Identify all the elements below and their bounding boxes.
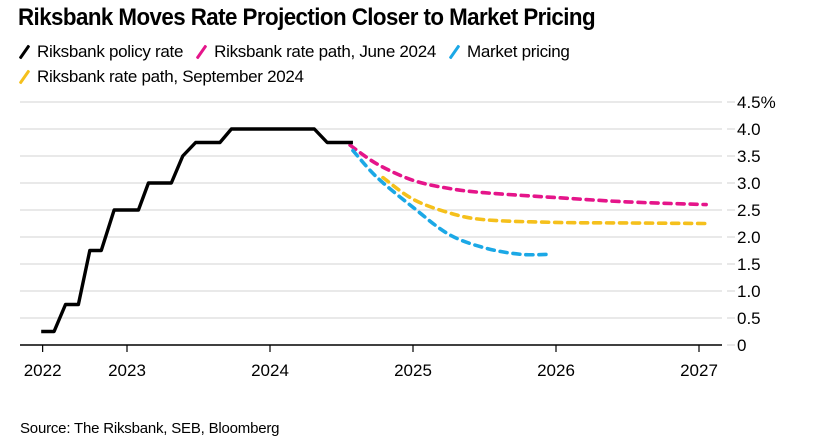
legend-label: Riksbank rate path, June 2024 bbox=[214, 41, 437, 61]
x-tick-label: 2027 bbox=[680, 361, 718, 380]
x-tick-label: 2024 bbox=[251, 361, 289, 380]
y-tick-label: 4.0 bbox=[737, 120, 761, 139]
y-tick-label: 4.5% bbox=[737, 93, 776, 112]
legend-item-market-pricing: Market pricing bbox=[450, 42, 570, 62]
legend: Riksbank policy rate Riksbank rate path,… bbox=[20, 39, 720, 89]
legend-item-september-path: Riksbank rate path, September 2024 bbox=[20, 67, 304, 87]
legend-item-june-path: Riksbank rate path, June 2024 bbox=[197, 42, 436, 62]
x-tick-label: 2023 bbox=[108, 361, 146, 380]
x-tick-label: 2026 bbox=[537, 361, 575, 380]
y-axis: 0 0.5 1.0 1.5 2.0 2.5 3.0 3.5 4.0 4.5% bbox=[727, 93, 776, 355]
legend-label: Market pricing bbox=[467, 41, 570, 61]
legend-row: Riksbank rate path, September 2024 bbox=[20, 64, 720, 89]
x-axis: 2022 2023 2024 2025 2026 2027 bbox=[20, 344, 722, 380]
y-tick-label: 1.5 bbox=[737, 255, 761, 274]
series-line-riksbank-policy-rate bbox=[41, 127, 353, 334]
x-tick-label: 2022 bbox=[24, 361, 62, 380]
legend-label: Riksbank rate path, September 2024 bbox=[37, 66, 304, 86]
series-line-market-pricing bbox=[351, 148, 553, 257]
legend-item-policy-rate: Riksbank policy rate bbox=[20, 42, 183, 62]
y-tick-label: 0.5 bbox=[737, 309, 761, 328]
y-tick-label: 3.0 bbox=[737, 174, 761, 193]
chart-title: Riksbank Moves Rate Projection Closer to… bbox=[18, 4, 596, 31]
series-line-riksbank-rate-path-september-2024 bbox=[381, 175, 708, 226]
legend-label: Riksbank policy rate bbox=[37, 41, 184, 61]
y-tick-label: 0 bbox=[737, 336, 746, 355]
y-tick-label: 2.5 bbox=[737, 201, 761, 220]
source-note: Source: The Riksbank, SEB, Bloomberg bbox=[20, 420, 280, 437]
series-line-riksbank-rate-path-june-2024 bbox=[348, 143, 708, 207]
y-tick-label: 3.5 bbox=[737, 147, 761, 166]
y-tick-label: 2.0 bbox=[737, 228, 761, 247]
legend-row: Riksbank policy rate Riksbank rate path,… bbox=[20, 39, 720, 64]
x-tick-label: 2025 bbox=[394, 361, 432, 380]
y-tick-label: 1.0 bbox=[737, 282, 761, 301]
series-lines bbox=[41, 127, 708, 334]
